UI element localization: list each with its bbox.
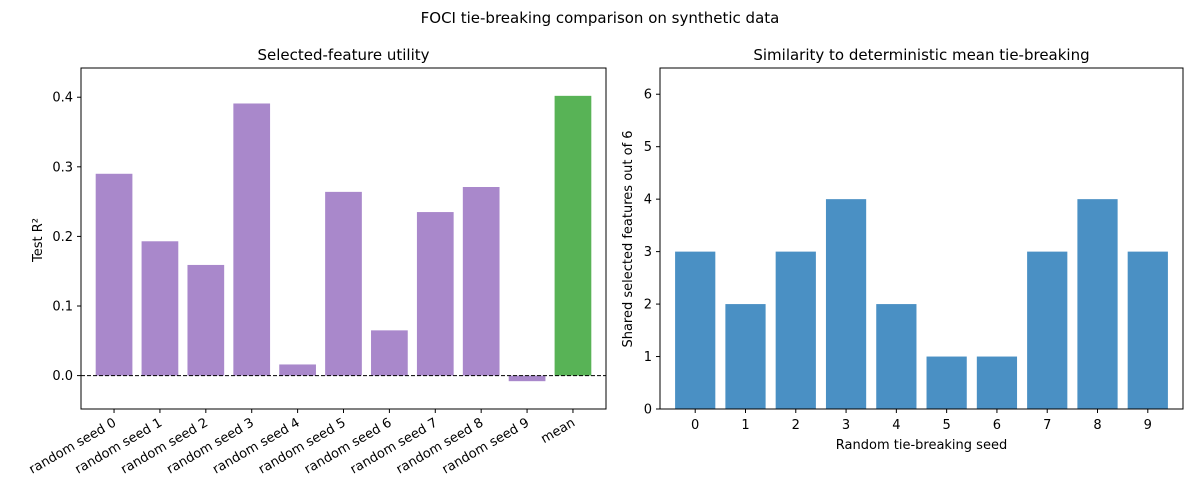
x-tick-label: 0	[691, 418, 699, 433]
x-tick-label: 1	[741, 418, 749, 433]
bar: 9: 3	[1127, 251, 1168, 409]
y-tick-label: 6	[644, 88, 652, 103]
x-axis-label: Random tie-breaking seed	[836, 438, 1007, 453]
x-tick-label: 3	[842, 418, 850, 433]
y-tick-label: 0.4	[52, 91, 73, 106]
bar: random seed 7: 0.235	[416, 212, 454, 376]
x-tick-label: 9	[1144, 418, 1152, 433]
chart-title: Selected-feature utility	[257, 46, 429, 64]
bar: 0: 3	[675, 251, 716, 409]
y-tick-label: 0.1	[52, 300, 73, 315]
bar: random seed 0: 0.29	[95, 173, 133, 376]
bar: random seed 1: 0.193	[141, 241, 179, 376]
x-tick-label: 6	[993, 418, 1001, 433]
y-tick-label: 0.0	[52, 369, 73, 384]
y-axis-ticks: 0 1 2 3 4 5 6	[644, 88, 660, 418]
plot-frame	[659, 67, 1184, 410]
bar: random seed 9: -0.008	[508, 375, 546, 382]
bar: mean: 0.402	[554, 95, 592, 376]
y-axis-label: Test R²	[31, 218, 46, 263]
bar: random seed 4: 0.016	[279, 364, 316, 376]
y-tick-label: 1	[644, 350, 652, 365]
x-axis-ticks: 0 1 2 3 4 5 6 7 8 9	[691, 409, 1152, 433]
bar: 5: 1	[926, 356, 967, 409]
y-axis-ticks: 0.0 0.1 0.2 0.3 0.4	[52, 91, 81, 384]
bar: 1: 2	[725, 304, 766, 409]
bar: random seed 3: 0.391	[233, 103, 271, 376]
bar: 6: 1	[976, 356, 1018, 409]
bar: 8: 4	[1077, 199, 1118, 409]
figure-suptitle: FOCI tie-breaking comparison on syntheti…	[421, 9, 780, 27]
y-tick-label: 3	[644, 245, 652, 260]
y-tick-label: 5	[644, 140, 652, 155]
bar: 3: 4	[825, 199, 867, 409]
y-tick-label: 0.3	[52, 160, 73, 175]
bar: random seed 8: 0.271	[462, 187, 500, 376]
y-axis-label: Shared selected features out of 6	[621, 130, 636, 347]
x-tick-label: 7	[1043, 418, 1051, 433]
y-tick-label: 2	[644, 298, 652, 313]
bar: 7: 3	[1027, 251, 1068, 409]
bar: 4: 2	[876, 304, 917, 409]
chart-similarity-to-mean: Similarity to deterministic mean tie-bre…	[621, 46, 1184, 453]
x-tick-label: 5	[943, 418, 951, 433]
x-tick-label: 2	[792, 418, 800, 433]
chart-title: Similarity to deterministic mean tie-bre…	[753, 46, 1089, 64]
bar: random seed 5: 0.264	[325, 191, 362, 376]
bar: 2: 3	[775, 251, 816, 409]
chart-selected-feature-utility: Selected-feature utility Test R² random …	[27, 46, 607, 477]
y-tick-label: 0.2	[52, 230, 73, 245]
y-tick-label: 0	[644, 403, 652, 418]
x-tick-label: mean	[539, 415, 578, 446]
x-tick-label: 8	[1093, 418, 1101, 433]
bars: random seed 0: 0.29random seed 1: 0.193r…	[95, 95, 592, 382]
bar: random seed 2: 0.159	[187, 264, 225, 376]
bar: random seed 6: 0.065	[371, 330, 408, 376]
x-tick-label: 4	[892, 418, 900, 433]
bars: 0: 31: 22: 33: 44: 25: 16: 17: 38: 49: 3	[675, 199, 1168, 409]
y-tick-label: 4	[644, 193, 652, 208]
